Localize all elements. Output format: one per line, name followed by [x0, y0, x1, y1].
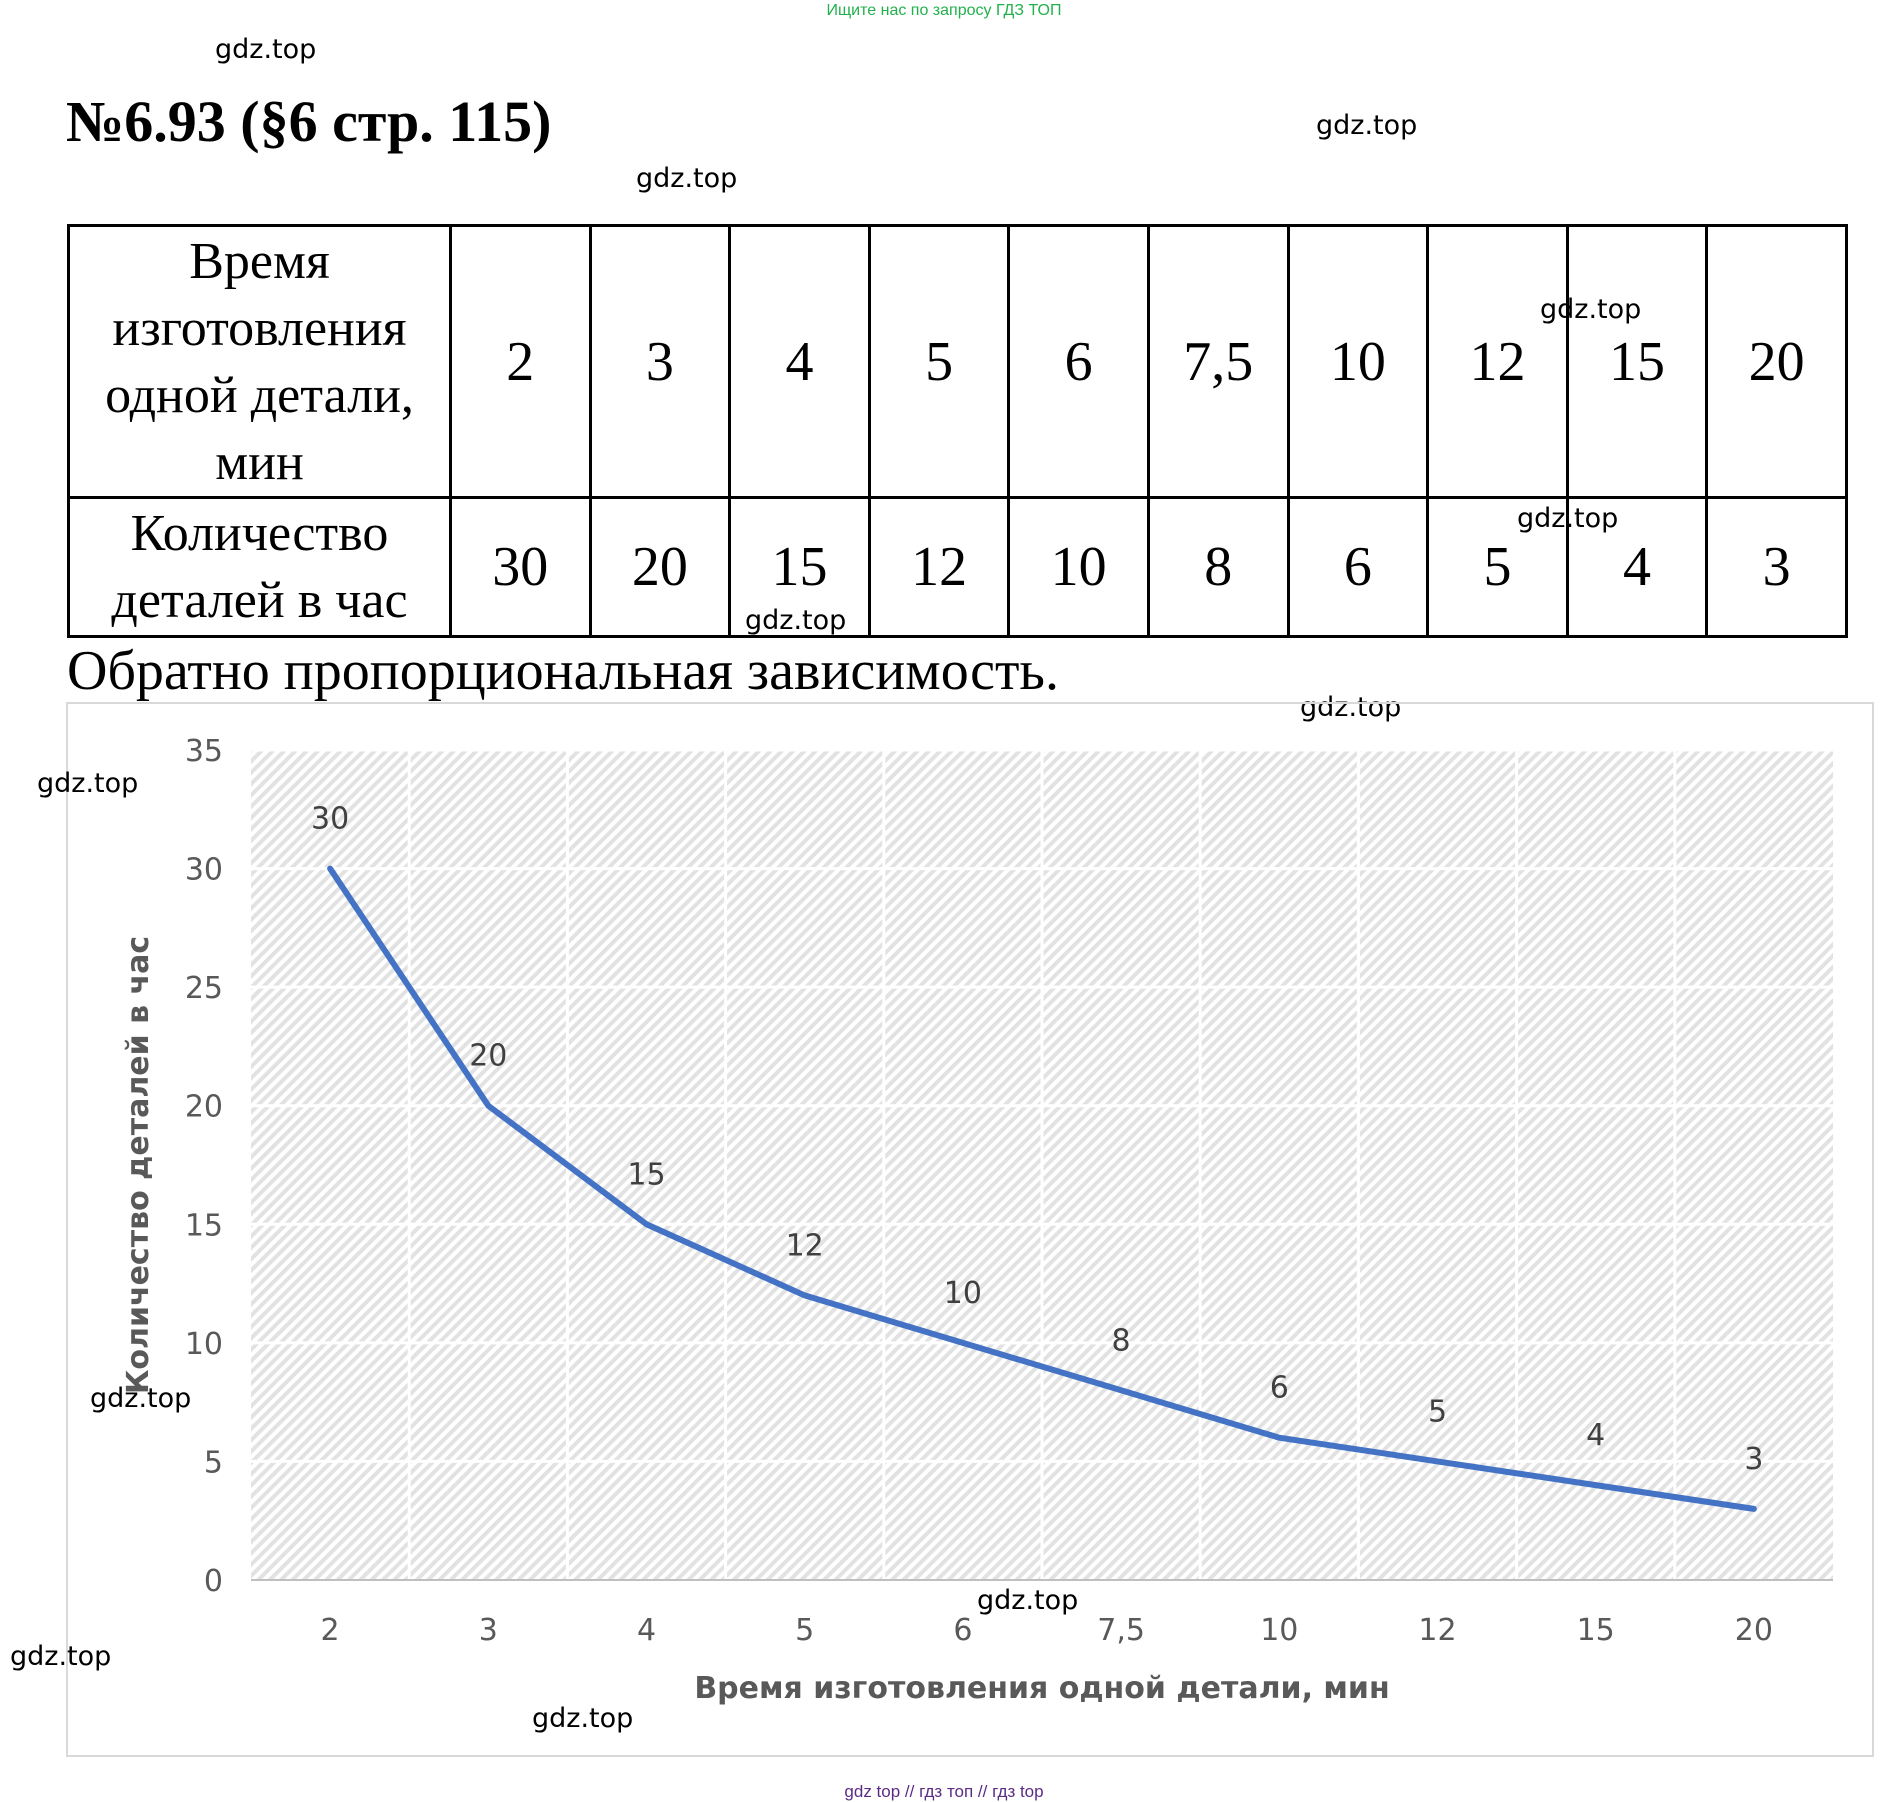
watermark: gdz.top [1300, 692, 1402, 723]
y-axis-label: Количество деталей в час [121, 936, 156, 1394]
footer-links: gdz top // гдз топ // гдз top [844, 1782, 1044, 1801]
data-label: 6 [1270, 1371, 1289, 1406]
table-cell: 8 [1146, 496, 1290, 638]
watermark: gdz.top [37, 768, 139, 799]
y-tick-label: 25 [185, 971, 223, 1006]
y-tick-label: 15 [185, 1208, 223, 1243]
table-cell: 6 [1007, 224, 1150, 499]
y-tick-label: 0 [204, 1564, 223, 1599]
y-tick-label: 5 [204, 1445, 223, 1480]
table-cell: 2 [449, 224, 592, 499]
table-cell: 10 [1286, 224, 1430, 499]
table-cell: 3 [588, 224, 732, 499]
table-cell: 12 [867, 496, 1011, 638]
x-axis-label: Время изготовления одной детали, мин [694, 1671, 1389, 1706]
data-label: 3 [1744, 1442, 1763, 1477]
x-tick-label: 4 [637, 1613, 656, 1648]
table-cell: 4 [1565, 496, 1709, 638]
y-tick-label: 30 [185, 853, 223, 888]
row-header-count: Количество деталей в час [67, 496, 452, 638]
watermark: gdz.top [90, 1383, 192, 1414]
watermark: gdz.top [10, 1641, 112, 1672]
problem-title: №6.93 (§6 стр. 115) [66, 89, 552, 154]
x-tick-label: 12 [1418, 1613, 1456, 1648]
table-cell: 5 [1426, 496, 1569, 638]
x-tick-label: 5 [795, 1613, 814, 1648]
data-label: 15 [627, 1157, 665, 1192]
watermark: gdz.top [1540, 294, 1642, 325]
series-line [327, 865, 1757, 1512]
table-cell: 20 [588, 496, 732, 638]
y-tick-label: 35 [185, 734, 223, 769]
data-label: 5 [1428, 1394, 1447, 1429]
data-label: 12 [786, 1228, 824, 1263]
table-cell: 4 [728, 224, 871, 499]
data-label: 4 [1586, 1418, 1605, 1453]
watermark: gdz.top [215, 34, 317, 65]
table-cell: 20 [1705, 224, 1848, 499]
y-tick-label: 10 [185, 1327, 223, 1362]
row-header-time: Время изготовления одной детали, мин [67, 224, 452, 499]
data-label: 20 [469, 1039, 507, 1074]
top-banner: Ищите нас по запросу ГДЗ ТОП [826, 2, 1062, 19]
x-tick-label: 6 [953, 1613, 972, 1648]
data-table: Время изготовления одной детали, мин 2 3… [67, 224, 1848, 638]
watermark: gdz.top [1316, 110, 1418, 141]
watermark: gdz.top [1517, 503, 1619, 534]
data-label: 8 [1112, 1323, 1131, 1358]
watermark: gdz.top [745, 605, 847, 636]
x-tick-label: 20 [1735, 1613, 1773, 1648]
watermark: gdz.top [977, 1585, 1079, 1616]
conclusion-text: Обратно пропорциональная зависимость. [67, 640, 1059, 702]
table-cell: 3 [1705, 496, 1848, 638]
watermark: gdz.top [636, 163, 738, 194]
table-cell: 15 [728, 496, 871, 638]
table-row: Время изготовления одной детали, мин 2 3… [67, 224, 1848, 499]
x-tick-label: 2 [321, 1613, 340, 1648]
table-cell: 10 [1007, 496, 1150, 638]
x-tick-label: 15 [1577, 1613, 1615, 1648]
table-cell: 15 [1565, 224, 1709, 499]
table-cell: 5 [867, 224, 1011, 499]
data-label: 30 [311, 802, 349, 837]
table-cell: 30 [449, 496, 592, 638]
watermark: gdz.top [532, 1703, 634, 1734]
y-tick-label: 20 [185, 1090, 223, 1125]
table-row: Количество деталей в час 30 20 15 12 10 … [67, 496, 1848, 638]
table-cell: 6 [1286, 496, 1430, 638]
data-label: 10 [944, 1276, 982, 1311]
x-tick-label: 3 [479, 1613, 498, 1648]
table-cell: 12 [1426, 224, 1569, 499]
x-tick-label: 7,5 [1097, 1613, 1145, 1648]
table-cell: 7,5 [1146, 224, 1290, 499]
x-tick-label: 10 [1260, 1613, 1298, 1648]
chart-frame: 0 5 10 15 20 25 30 35 2 3 4 5 6 7,5 10 12 15 20 30 20 15 12… [66, 702, 1874, 1757]
